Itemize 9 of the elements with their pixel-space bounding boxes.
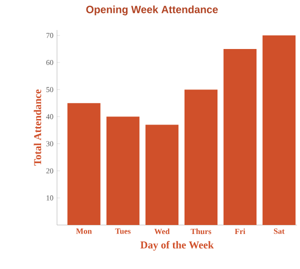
y-axis-title: Total Attendance [34,89,42,166]
bar [67,103,100,225]
chart-title: Opening Week Attendance [86,6,218,16]
bar [224,48,257,225]
bar [145,124,178,225]
bar [106,116,140,225]
bar [184,90,218,225]
bar [262,35,296,225]
x-axis-title: Day of the Week [140,241,214,251]
